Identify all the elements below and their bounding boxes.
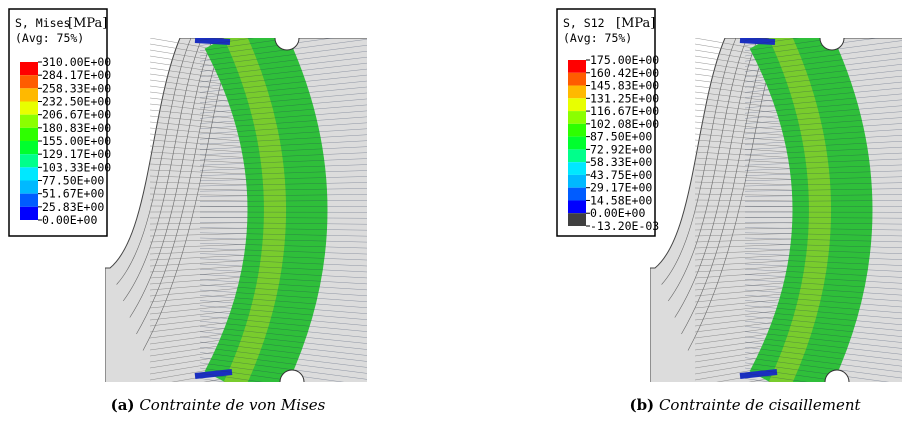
legend-swatch xyxy=(20,127,38,141)
legend-level: 129.17E+00 xyxy=(42,147,111,161)
legend-swatch xyxy=(20,206,38,220)
contour-plot xyxy=(105,38,367,382)
legend-swatch xyxy=(20,167,38,181)
legend-unit: [MPa] xyxy=(68,16,107,31)
legend-level: 155.00E+00 xyxy=(42,134,111,148)
legend-level: 116.67E+00 xyxy=(590,104,659,118)
legend-level: 232.50E+00 xyxy=(42,95,111,109)
caption: (a) Contrainte de von Mises xyxy=(111,396,326,414)
legend-swatch xyxy=(568,174,586,188)
legend-swatch xyxy=(568,162,586,175)
legend-swatch xyxy=(20,75,38,89)
legend-level: 51.67E+00 xyxy=(42,187,104,201)
legend-swatch xyxy=(20,101,38,115)
legend-swatch xyxy=(20,180,38,194)
legend-level: 180.83E+00 xyxy=(42,121,111,135)
legend-level: 206.67E+00 xyxy=(42,108,111,122)
legend-swatch xyxy=(568,111,586,124)
legend-level: 0.00E+00 xyxy=(42,213,97,227)
legend-swatch xyxy=(568,123,586,137)
legend-title: S, S12 xyxy=(563,16,605,30)
stress-band-inner xyxy=(768,38,831,382)
legend-level: 77.50E+00 xyxy=(42,174,104,188)
stress-band-inner xyxy=(223,38,286,382)
legend-swatch xyxy=(568,72,586,86)
stress-band-edge xyxy=(739,369,778,379)
legend-level: 87.50E+00 xyxy=(590,130,652,144)
legend-level: 102.08E+00 xyxy=(590,117,659,131)
legend: S, Mises[MPa](Avg: 75%) 310.00E+00284.17E… xyxy=(8,8,111,237)
legend-level: 145.83E+00 xyxy=(590,79,659,93)
caption-label: (b) xyxy=(629,396,654,414)
legend-level: 103.33E+00 xyxy=(42,160,111,174)
legend-swatch xyxy=(20,114,38,128)
notch xyxy=(274,38,300,51)
legend-swatch xyxy=(20,141,38,155)
stress-band-edge xyxy=(194,369,233,379)
legend-swatch xyxy=(20,62,38,76)
legend-level: 58.33E+00 xyxy=(590,155,652,169)
legend-level: 29.17E+00 xyxy=(590,181,652,195)
legend-swatch xyxy=(568,60,586,73)
legend-swatch xyxy=(568,149,586,163)
legend-level: -13.20E-03 xyxy=(590,219,659,233)
legend: S, S12 [MPa](Avg: 75%) 175.00E+00160.42E+0… xyxy=(556,8,659,237)
legend-swatch xyxy=(20,193,38,207)
notch xyxy=(824,369,850,382)
legend-avg: (Avg: 75%) xyxy=(15,31,84,45)
legend-swatch xyxy=(568,213,586,226)
legend-title: S, Mises xyxy=(15,16,70,30)
contour-plot xyxy=(650,38,902,382)
legend-unit: [MPa] xyxy=(616,16,655,31)
legend-level: 14.58E+00 xyxy=(590,193,652,207)
caption-text: Contrainte de cisaillement xyxy=(659,396,862,414)
legend-swatch xyxy=(568,98,586,112)
legend-swatch xyxy=(20,88,38,102)
legend-level: 258.33E+00 xyxy=(42,81,111,95)
legend-swatch xyxy=(568,85,586,99)
legend-level: 131.25E+00 xyxy=(590,91,659,105)
legend-level: 43.75E+00 xyxy=(590,168,652,182)
legend-level: 0.00E+00 xyxy=(590,206,645,220)
notch xyxy=(819,38,845,51)
legend-level: 72.92E+00 xyxy=(590,142,652,156)
legend-level: 284.17E+00 xyxy=(42,68,111,82)
caption: (b) Contrainte de cisaillement xyxy=(629,396,861,414)
legend-level: 160.42E+00 xyxy=(590,66,659,80)
legend-level: 310.00E+00 xyxy=(42,55,111,69)
legend-avg: (Avg: 75%) xyxy=(563,31,632,45)
legend-level: 175.00E+00 xyxy=(590,53,659,67)
caption-label: (a) xyxy=(111,396,135,414)
notch xyxy=(279,369,305,382)
legend-level: 25.83E+00 xyxy=(42,200,104,214)
legend-swatch xyxy=(568,136,586,150)
caption-text: Contrainte de von Mises xyxy=(139,396,325,414)
legend-swatch xyxy=(20,154,38,168)
legend-swatch xyxy=(568,187,586,201)
legend-swatch xyxy=(568,200,586,214)
